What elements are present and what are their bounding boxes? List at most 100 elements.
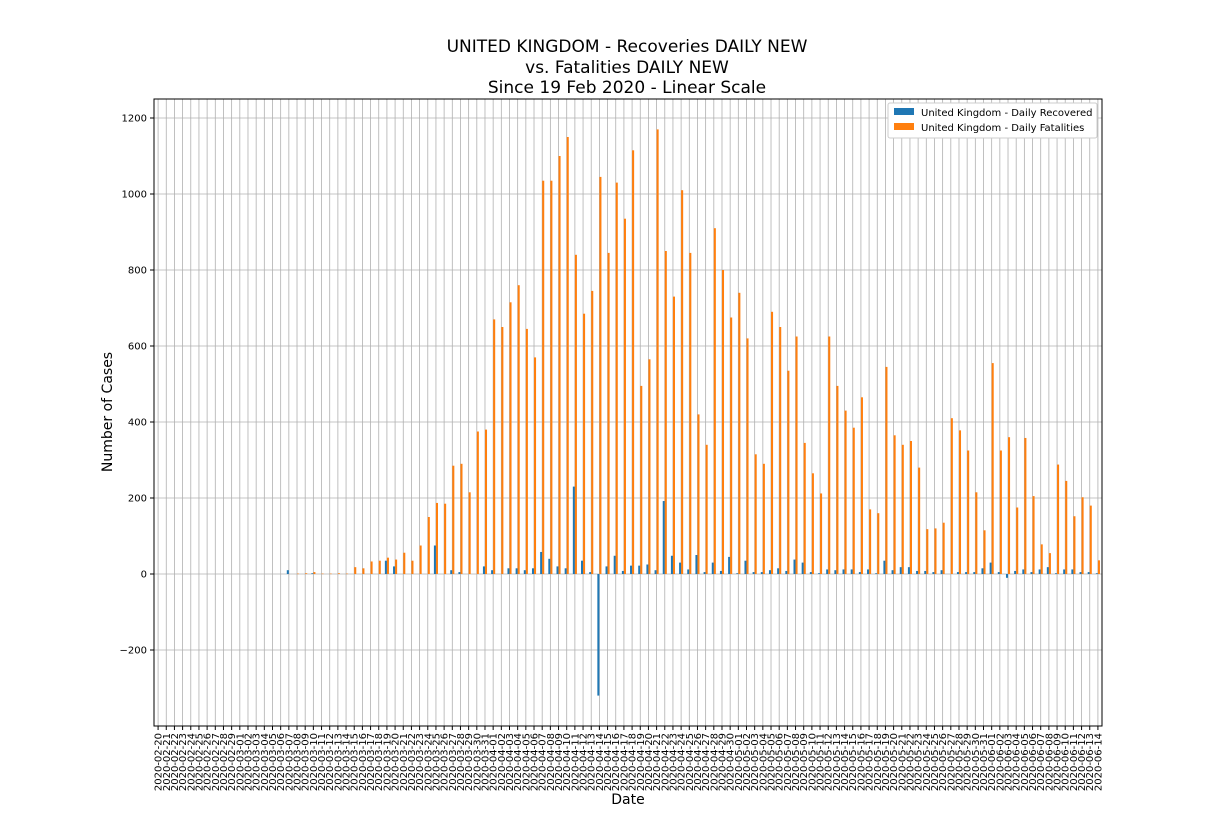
bar-recovered <box>752 572 755 574</box>
grid <box>154 99 1102 726</box>
bar-recovered <box>1079 572 1082 574</box>
x-tick-label: 2020-03-21 <box>399 733 410 791</box>
bar-fatalities <box>738 292 741 574</box>
bar-recovered <box>760 572 763 574</box>
bar-fatalities <box>476 431 479 574</box>
x-tick-label: 2020-04-23 <box>668 733 679 791</box>
bar-fatalities <box>721 270 725 574</box>
bar-recovered <box>311 573 314 574</box>
x-tick-label: 2020-05-19 <box>881 733 892 791</box>
bar-fatalities <box>648 359 651 574</box>
chart-title: UNITED KINGDOM - Recoveries DAILY NEW vs… <box>447 37 808 98</box>
bar-fatalities <box>305 573 308 574</box>
bar-recovered <box>1095 573 1098 574</box>
bar-recovered <box>826 569 829 574</box>
bar-fatalities <box>877 513 880 574</box>
x-tick-label: 2020-03-07 <box>284 733 295 791</box>
bar-recovered <box>1038 569 1041 574</box>
x-tick-label: 2020-04-18 <box>628 733 639 791</box>
x-tick-label: 2020-03-16 <box>358 733 369 791</box>
bar-fatalities <box>1065 480 1068 574</box>
bar-fatalities <box>591 290 594 574</box>
bar-fatalities <box>860 397 863 574</box>
bar-fatalities <box>746 338 749 574</box>
bar-fatalities <box>1081 497 1084 574</box>
bar-fatalities <box>1016 507 1019 574</box>
bar-fatalities <box>958 430 962 574</box>
x-tick-label: 2020-03-19 <box>382 733 393 791</box>
x-tick-label: 2020-05-11 <box>816 733 827 791</box>
x-tick-label: 2020-06-14 <box>1093 733 1104 791</box>
bar-recovered <box>630 565 633 574</box>
x-tick-label: 2020-05-07 <box>783 733 794 791</box>
bar-fatalities <box>1024 437 1027 574</box>
bar-fatalities <box>681 190 684 574</box>
legend-label-recovered: United Kingdom - Daily Recovered <box>921 108 1092 119</box>
bar-fatalities <box>762 463 765 574</box>
x-tick-label: 2020-05-16 <box>856 733 867 791</box>
bar-fatalities <box>869 509 872 574</box>
x-tick-label: 2020-06-09 <box>1053 733 1064 791</box>
x-tick-label: 2020-06-10 <box>1061 733 1072 791</box>
bar-recovered <box>613 555 616 574</box>
x-tick-label: 2020-05-15 <box>848 733 859 791</box>
bar-fatalities <box>509 302 512 574</box>
x-tick-label: 2020-02-23 <box>178 733 189 791</box>
x-tick-label: 2020-03-06 <box>276 733 287 791</box>
bar-recovered <box>842 569 845 574</box>
bar-recovered <box>572 486 575 574</box>
bar-recovered <box>883 560 886 574</box>
x-tick-label: 2020-03-04 <box>260 733 271 791</box>
bar-fatalities <box>820 493 823 574</box>
x-tick-label: 2020-05-29 <box>963 733 974 791</box>
y-tick-label: 400 <box>128 418 147 429</box>
x-tick-label: 2020-06-12 <box>1077 733 1088 791</box>
x-tick-label: 2020-04-06 <box>530 733 541 791</box>
y-tick-label: 1200 <box>122 114 147 125</box>
bar-recovered <box>932 572 935 574</box>
bar-recovered <box>858 572 861 574</box>
bar-fatalities <box>795 336 798 574</box>
x-tick-label: 2020-04-27 <box>701 733 712 791</box>
bar-fatalities <box>934 528 937 574</box>
bar-fatalities <box>901 444 904 574</box>
bar-recovered <box>875 573 878 574</box>
bar-recovered <box>891 570 894 574</box>
bar-fatalities <box>713 228 716 574</box>
bar-recovered <box>818 573 821 574</box>
bar-recovered <box>491 570 494 574</box>
bar-fatalities <box>362 568 365 574</box>
x-tick-label: 2020-04-08 <box>546 733 557 791</box>
bar-fatalities <box>386 557 389 574</box>
bar-fatalities <box>468 492 471 574</box>
bar-fatalities <box>967 450 970 574</box>
bar-fatalities <box>525 328 528 574</box>
bar-recovered <box>531 568 535 574</box>
bar-recovered <box>785 570 788 574</box>
x-tick-label: 2020-05-25 <box>930 733 941 791</box>
x-tick-label: 2020-04-10 <box>562 733 573 791</box>
bar-fatalities <box>975 492 978 574</box>
bar-fatalities <box>607 252 610 574</box>
bar-fatalities <box>623 218 626 574</box>
x-tick-label: 2020-04-25 <box>685 733 696 791</box>
bar-fatalities <box>574 254 577 575</box>
x-tick-label: 2020-05-30 <box>971 733 982 791</box>
x-tick-label: 2020-06-03 <box>1004 733 1015 791</box>
x-tick-label: 2020-06-05 <box>1020 733 1031 791</box>
bar-recovered <box>719 570 722 574</box>
x-tick-label: 2020-02-27 <box>211 733 222 791</box>
x-tick-label: 2020-04-28 <box>709 733 720 791</box>
title-line-2: vs. Fatalities DAILY NEW <box>525 58 729 78</box>
bar-recovered <box>605 566 608 574</box>
y-axis-ticks: −200 0 200 400 600 800 1000 1200 <box>120 114 154 657</box>
x-tick-label: 2020-04-24 <box>677 733 688 791</box>
bar-fatalities <box>664 251 667 574</box>
x-tick-label: 2020-04-19 <box>636 733 647 791</box>
x-tick-label: 2020-04-26 <box>693 733 704 791</box>
legend-box <box>887 102 1098 139</box>
x-tick-label: 2020-06-07 <box>1036 733 1047 791</box>
bar-fatalities <box>754 454 757 574</box>
x-tick-label: 2020-03-22 <box>407 733 418 791</box>
